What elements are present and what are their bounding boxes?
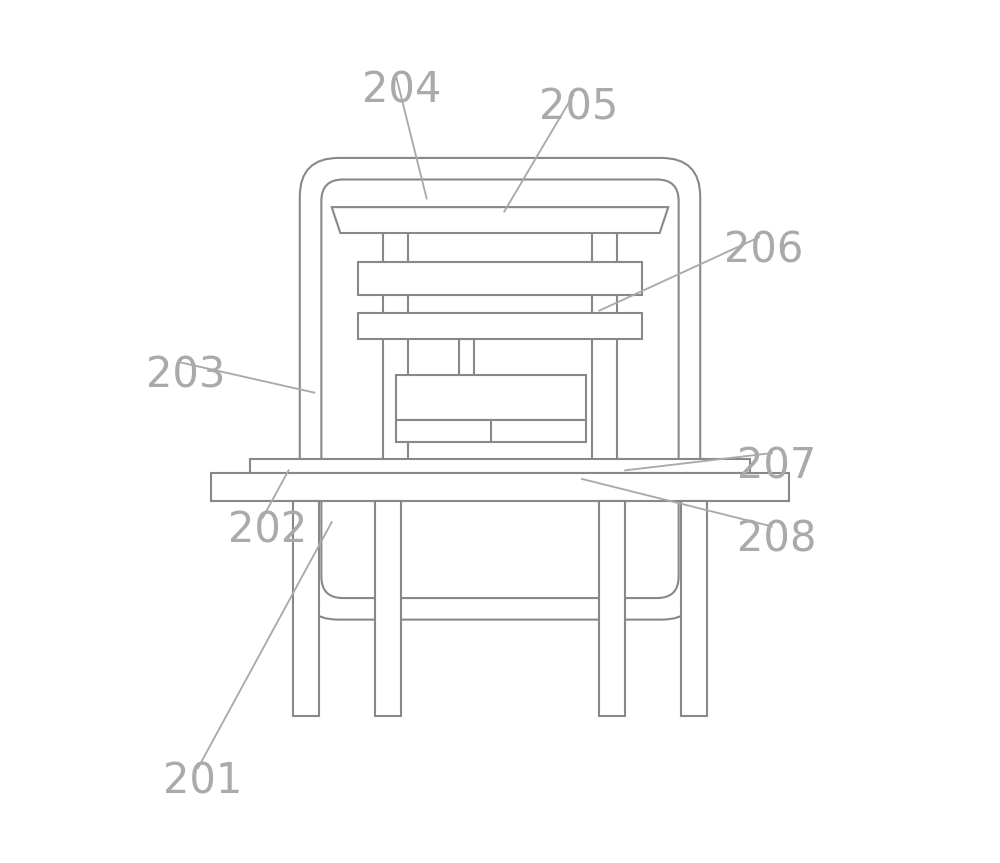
Text: 204: 204 (362, 70, 441, 111)
FancyBboxPatch shape (300, 158, 700, 620)
Text: 202: 202 (228, 510, 307, 551)
Text: 208: 208 (737, 519, 817, 560)
Text: 207: 207 (737, 445, 817, 487)
Bar (599, 501, 625, 716)
Text: 203: 203 (146, 355, 226, 396)
Text: 201: 201 (163, 760, 243, 802)
Bar (250, 459, 750, 473)
Bar (293, 501, 319, 716)
Polygon shape (332, 207, 668, 233)
Bar (396, 420, 586, 442)
Bar (358, 313, 642, 339)
Bar (396, 375, 586, 420)
FancyBboxPatch shape (321, 180, 679, 598)
Bar (358, 262, 642, 295)
Bar (681, 501, 707, 716)
Text: 206: 206 (724, 230, 804, 271)
Bar (211, 473, 789, 501)
Text: 205: 205 (539, 87, 618, 129)
Bar (375, 501, 401, 716)
